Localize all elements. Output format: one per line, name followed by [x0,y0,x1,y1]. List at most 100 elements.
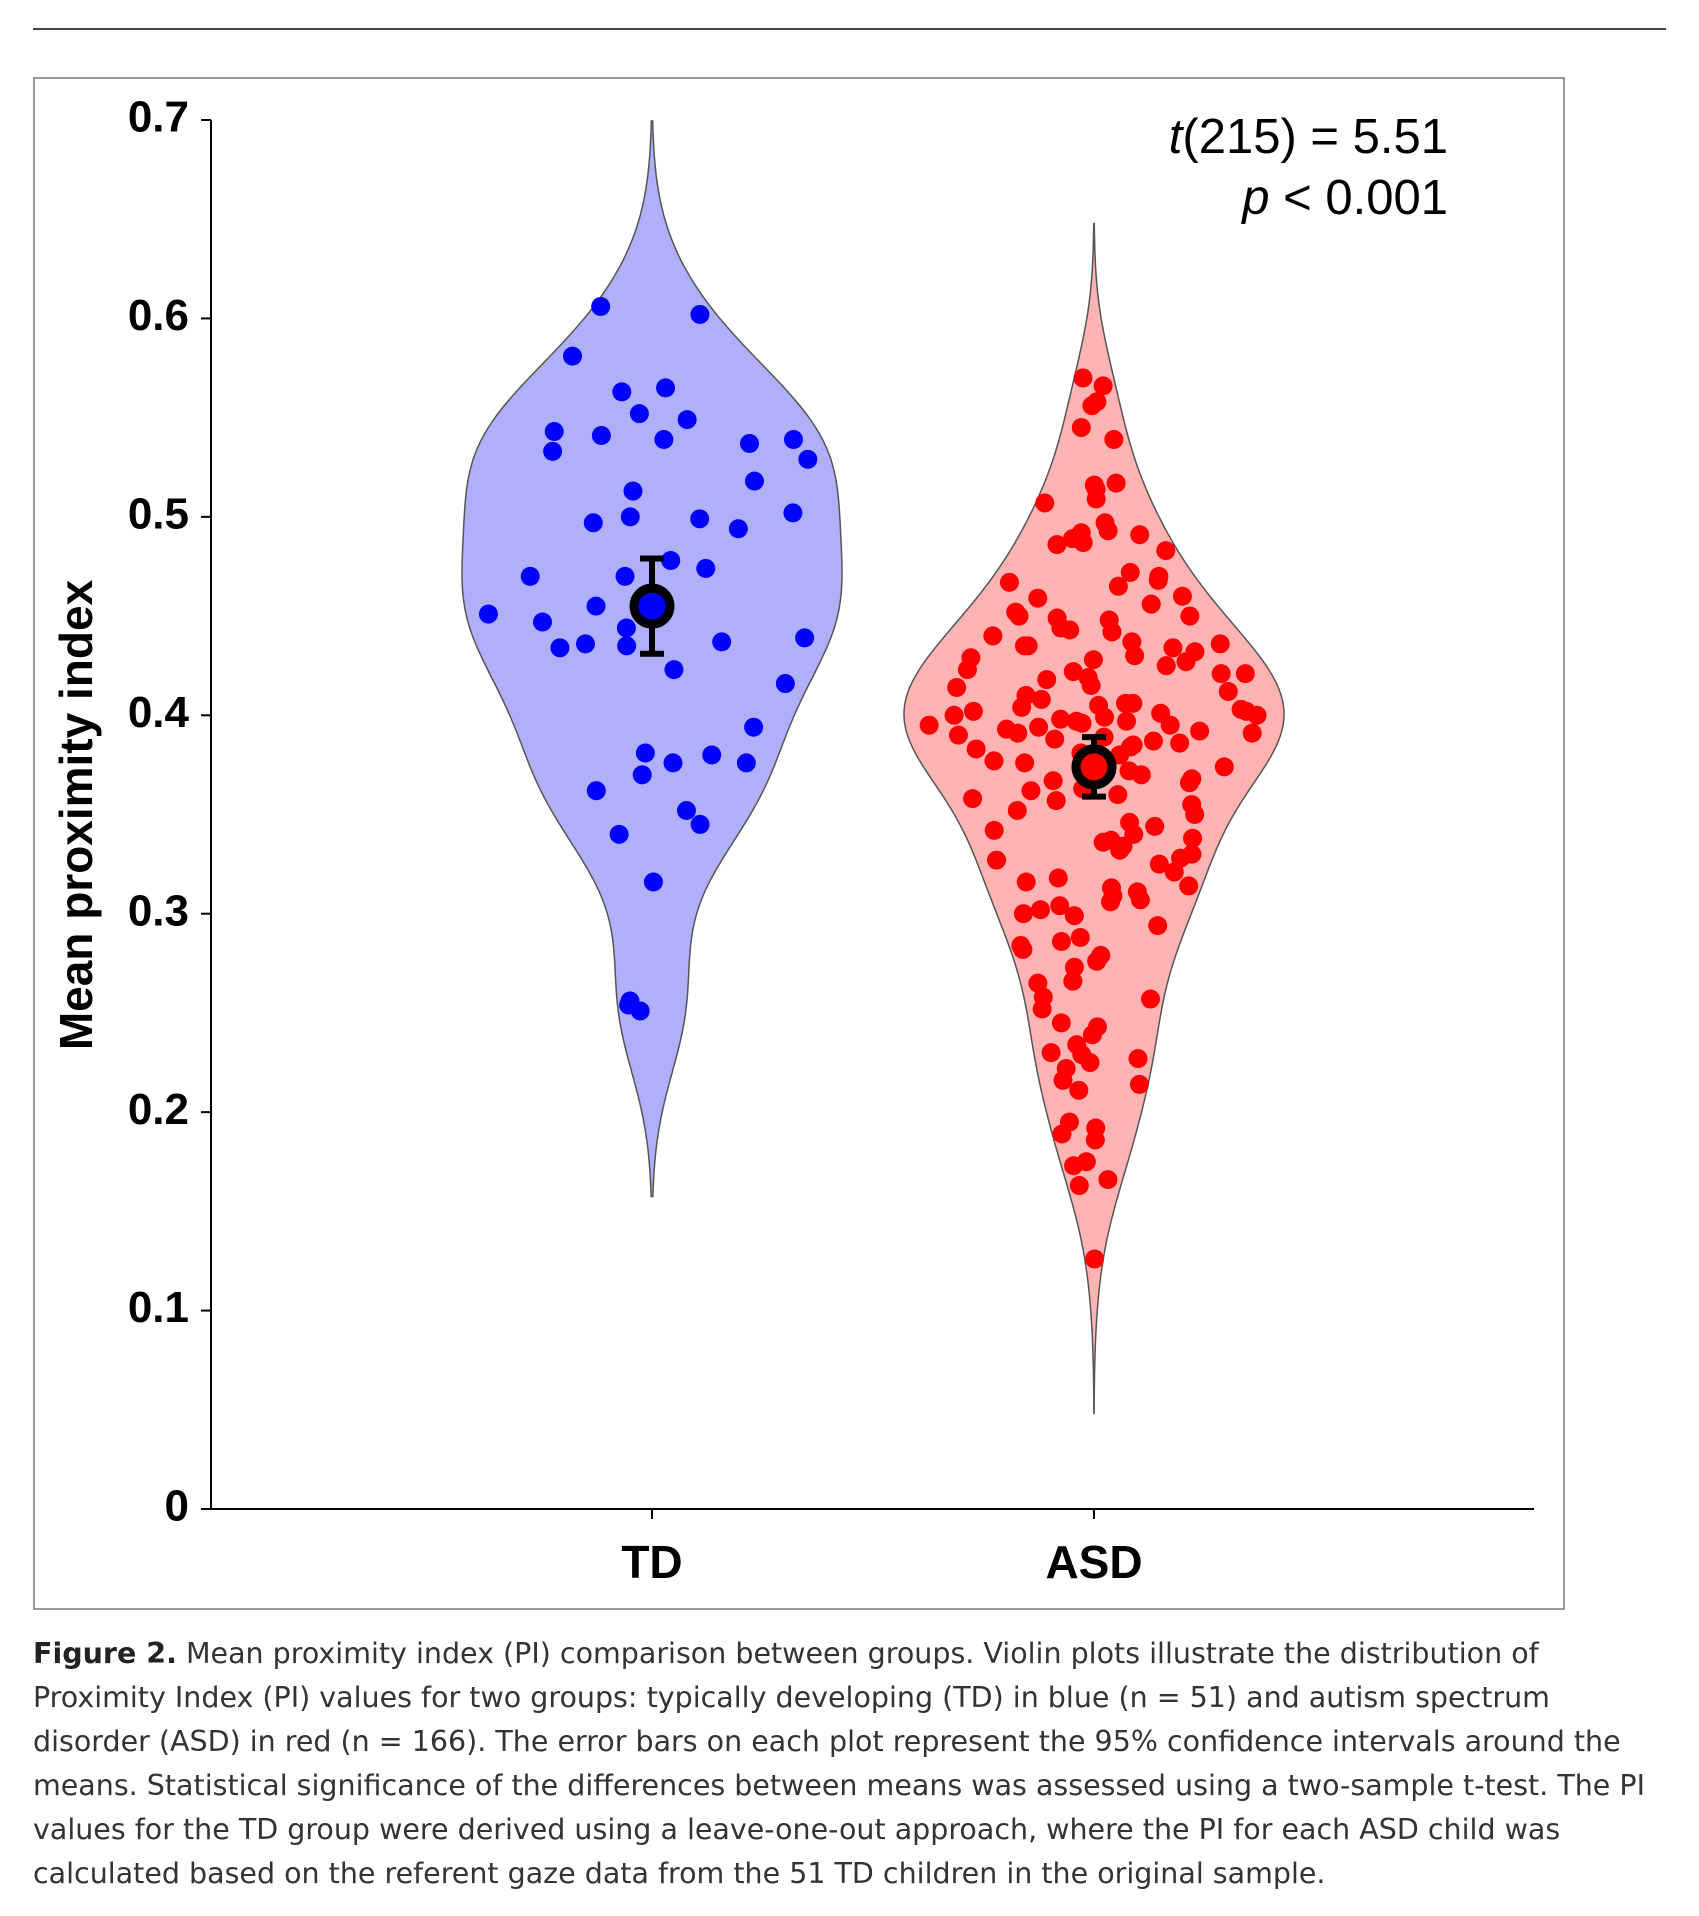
data-point [1100,892,1120,912]
data-point [1129,1074,1149,1094]
annotation-text: (215) = 5.51 [1182,110,1448,164]
data-point [575,634,595,654]
mean-marker [1071,744,1117,790]
data-point [586,596,606,616]
data-point [739,433,759,453]
data-point [1045,729,1065,749]
data-point [1183,828,1203,848]
data-point [1051,931,1071,951]
data-point [1041,1043,1061,1063]
violin [903,222,1285,1415]
data-point [623,481,643,501]
data-point [1080,1053,1100,1073]
data-point [632,765,652,785]
data-point [1029,717,1049,737]
data-point [1179,773,1199,793]
data-point [1093,376,1113,396]
data-point [620,507,640,527]
data-point [1130,890,1150,910]
annotation: t(215) = 5.51 [1169,110,1448,164]
y-tick-label: 0.3 [128,886,189,935]
data-point [1130,525,1150,545]
data-point [1081,676,1101,696]
data-point [1008,723,1028,743]
data-point [1063,662,1083,682]
data-point [744,471,764,491]
data-point [1053,1070,1073,1090]
data-point [736,753,756,773]
y-axis-title: Mean proximity index [50,579,102,1050]
data-point [1098,1170,1118,1190]
data-point [1037,670,1057,690]
data-point [1180,606,1200,626]
data-point [1083,650,1103,670]
data-point [1148,570,1168,590]
data-point [1145,816,1165,836]
data-point [1071,418,1091,438]
data-point [702,745,722,765]
data-point [1064,957,1084,977]
data-point [963,701,983,721]
data-point [1072,713,1092,733]
data-point [661,551,681,571]
data-point [1073,368,1093,388]
data-point [609,824,629,844]
data-point [1120,562,1140,582]
data-point [944,705,964,725]
data-point [1176,652,1196,672]
data-point [1149,854,1169,874]
data-point [663,753,683,773]
data-point [1085,1130,1105,1150]
data-point [984,820,1004,840]
data-point [1095,707,1115,727]
data-point [1082,396,1102,416]
data-point [1160,715,1180,735]
y-tick-label: 0 [165,1482,189,1531]
data-point [664,660,684,680]
data-point [1035,493,1055,513]
data-point [1098,521,1118,541]
data-point [1032,999,1052,1019]
data-point [1140,989,1160,1009]
data-point [1009,606,1029,626]
mean-marker [629,583,675,629]
data-point [1043,771,1063,791]
data-point [1064,906,1084,926]
data-point [1031,689,1051,709]
y-tick-label: 0.1 [128,1283,189,1332]
data-point [1028,588,1048,608]
data-point [1013,904,1033,924]
data-point [677,410,697,430]
data-point [966,739,986,759]
data-point [1018,636,1038,656]
data-point [987,850,1007,870]
data-point [798,449,818,469]
annotation: p < 0.001 [1240,171,1448,225]
y-tick-label: 0.7 [128,93,189,142]
data-point [586,781,606,801]
data-point [1070,928,1090,948]
data-point [1069,1080,1089,1100]
data-point [1156,656,1176,676]
chart-frame [33,77,1565,1610]
data-point [617,636,637,656]
data-point [1086,489,1106,509]
data-point [1214,757,1234,777]
y-tick-label: 0.2 [128,1085,189,1134]
data-point [629,404,649,424]
data-point [1156,541,1176,561]
data-point [984,751,1004,771]
data-point [983,626,1003,646]
data-point [543,441,563,461]
data-point [948,725,968,745]
data-point [612,382,632,402]
data-point [1082,1025,1102,1045]
data-point [1125,646,1145,666]
data-point [591,297,611,317]
data-point [1143,731,1163,751]
data-point [1085,1249,1105,1269]
data-point [957,660,977,680]
data-point [1115,693,1135,713]
data-point [1052,1124,1072,1144]
